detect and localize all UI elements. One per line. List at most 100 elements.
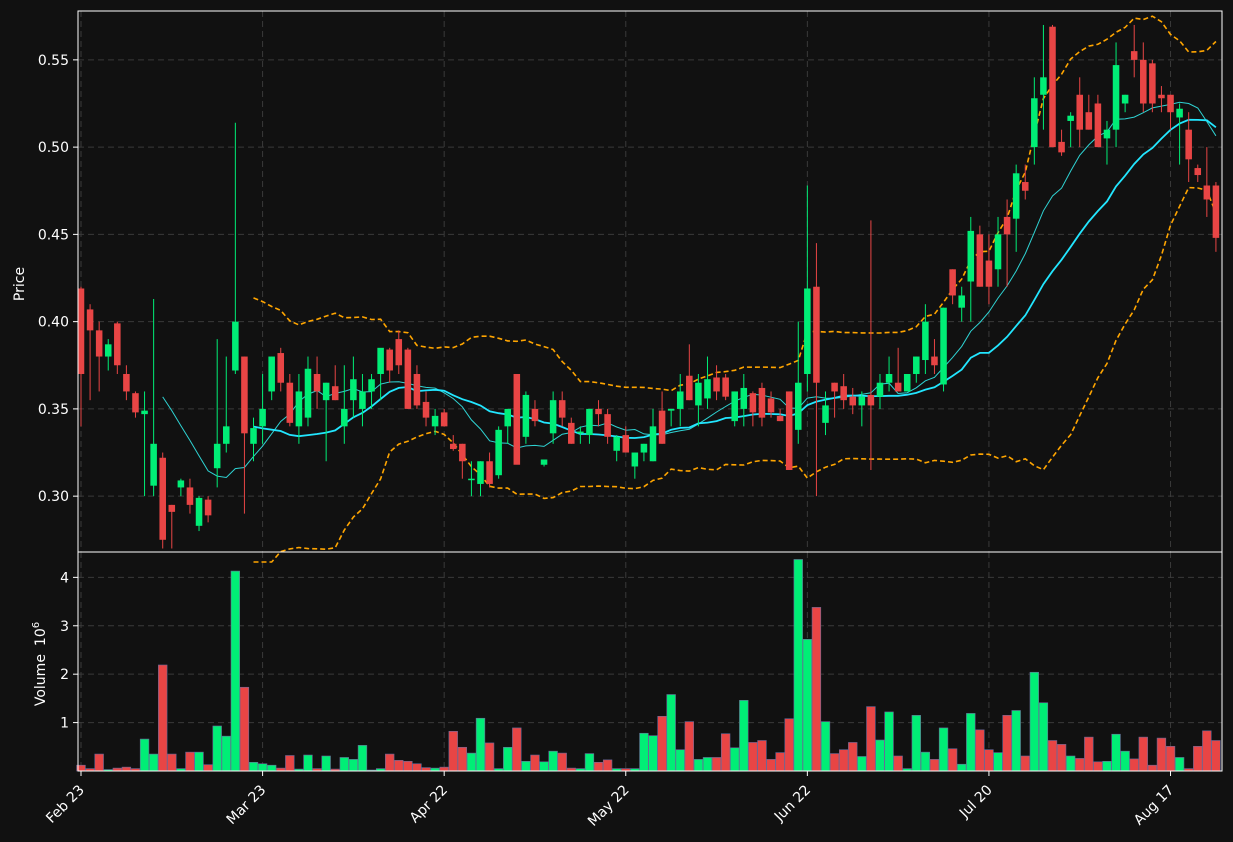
volume-bar — [775, 752, 785, 772]
candle-body — [449, 443, 457, 450]
volume-bar — [1075, 758, 1085, 772]
volume-bar — [1056, 744, 1067, 772]
volume-bars — [76, 559, 1221, 772]
volume-tick-label: 4 — [60, 570, 69, 586]
candle-body — [1058, 141, 1065, 153]
candle-body — [1040, 77, 1047, 95]
candle-body — [504, 408, 511, 427]
candle-body — [95, 330, 103, 357]
volume-bar — [557, 752, 567, 772]
volume-bar — [230, 570, 241, 772]
candle-body — [1012, 173, 1020, 219]
volume-bar — [212, 725, 222, 772]
volume-bar — [1093, 761, 1103, 772]
candle-body — [1176, 108, 1183, 118]
volume-bar — [802, 639, 813, 772]
volume-bar — [893, 755, 903, 772]
candle-body — [250, 428, 257, 444]
volume-bar — [1156, 737, 1167, 772]
candle-body — [431, 415, 439, 427]
volume-bar — [966, 713, 976, 772]
volume-bar — [357, 745, 368, 772]
candle-body — [686, 375, 693, 401]
volume-bar — [739, 700, 749, 772]
candle-body — [604, 414, 611, 437]
volume-bar — [748, 742, 758, 772]
volume-bar — [766, 759, 776, 772]
volume-bar — [521, 761, 531, 772]
candle-body — [767, 398, 775, 413]
volume-bar — [730, 747, 740, 772]
candle-body — [241, 356, 248, 434]
volume-bar — [720, 733, 731, 772]
volume-bar — [938, 727, 949, 772]
volume-bar — [257, 763, 268, 772]
candles — [77, 24, 1220, 549]
volume-bar — [602, 759, 613, 772]
volume-bar — [394, 760, 404, 772]
volume-bar — [820, 721, 831, 772]
volume-bar — [866, 706, 876, 772]
volume-bar — [975, 729, 985, 772]
volume-bar — [1002, 715, 1012, 772]
candle-body — [223, 426, 230, 444]
candle-body — [513, 373, 521, 465]
volume-bar — [1084, 736, 1094, 772]
price-tick-label: 0.45 — [38, 227, 69, 243]
volume-bar — [757, 740, 767, 772]
candle-body — [495, 429, 502, 476]
candle-body — [613, 436, 620, 451]
volume-bar — [466, 752, 477, 772]
volume-bar — [203, 764, 213, 772]
candle-body — [740, 387, 748, 409]
candle-body — [831, 382, 838, 392]
volume-bar — [639, 732, 649, 772]
candle-body — [631, 452, 639, 467]
candle-body — [104, 344, 112, 357]
volume-bar — [121, 766, 132, 772]
candle-body — [1121, 94, 1129, 104]
candle-body — [86, 309, 94, 331]
candle-body — [386, 349, 393, 371]
candle-body — [232, 321, 239, 371]
volume-y-ticks: 1 2 3 4 — [60, 570, 78, 732]
candle-body — [894, 382, 902, 392]
volume-bar — [339, 757, 349, 772]
candle-body — [649, 426, 657, 462]
candle-body — [114, 323, 121, 366]
volume-bar — [593, 761, 604, 772]
candle-body — [468, 478, 475, 481]
volume-bar — [675, 749, 685, 772]
candle-body — [758, 387, 766, 418]
candle-body — [159, 457, 166, 540]
candle-body — [1031, 98, 1038, 148]
candle-body — [840, 386, 847, 401]
candle-body — [440, 412, 448, 427]
volume-bar — [475, 717, 486, 772]
volume-bar — [248, 761, 259, 772]
volume-bar — [711, 757, 722, 772]
volume-bar — [221, 735, 231, 772]
candle-body — [1158, 94, 1165, 99]
candle-body — [1076, 94, 1083, 130]
volume-bar — [984, 749, 994, 772]
volume-bar — [784, 718, 794, 772]
candle-body — [695, 382, 702, 406]
volume-bar — [884, 711, 894, 772]
volume-bar — [584, 753, 595, 772]
volume-bar — [829, 753, 840, 772]
volume-bar — [412, 763, 422, 772]
candle-body — [967, 230, 975, 282]
candle-body — [341, 408, 348, 427]
price-tick-label: 0.40 — [38, 315, 69, 331]
volume-bar — [793, 559, 803, 772]
volume-bar — [484, 742, 495, 772]
candle-body — [304, 368, 312, 418]
candle-body — [277, 353, 285, 383]
volume-bar — [457, 746, 467, 772]
candle-body — [867, 394, 875, 406]
candle-body — [922, 321, 929, 361]
candle-body — [976, 234, 984, 287]
candle-body — [749, 393, 757, 413]
volume-bar — [1102, 761, 1112, 772]
